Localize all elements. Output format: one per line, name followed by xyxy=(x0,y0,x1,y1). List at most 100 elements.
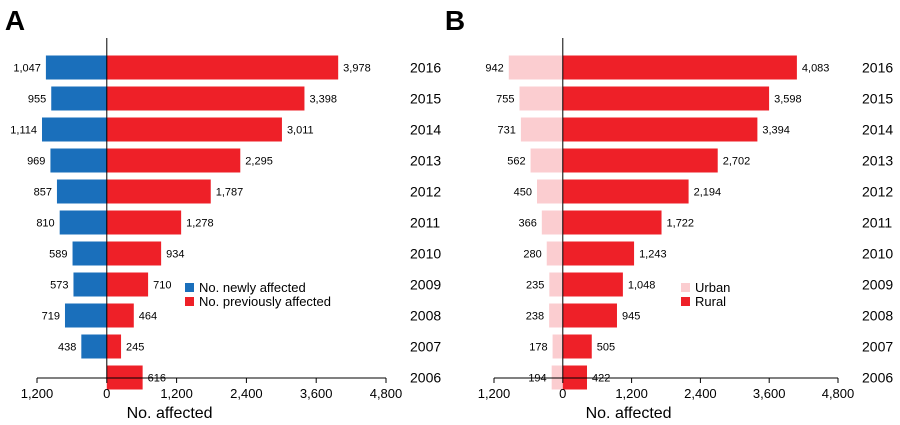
panel-a-x-tick-label-0: 1,200 xyxy=(21,386,54,401)
panel-a-value-right-2012: 1,787 xyxy=(216,187,244,199)
panel-a-legend-label-1: No. previously affected xyxy=(199,294,331,309)
panel-b-bar-right-2007 xyxy=(562,334,592,359)
panel-b-value-left-2014: 731 xyxy=(498,125,516,137)
panel-b-value-left-2015: 755 xyxy=(496,94,514,106)
panel-b-value-right-2008: 945 xyxy=(622,311,640,323)
panel-a-value-left-2015: 955 xyxy=(28,94,46,106)
panel-b-bar-right-2012 xyxy=(562,179,689,204)
panel-a-year-label-2015: 2015 xyxy=(410,91,441,107)
panel-a-value-right-2010: 934 xyxy=(166,249,184,261)
panel-b-bar-right-2009 xyxy=(562,272,623,297)
panel-b-x-tick-label-1: 0 xyxy=(559,386,566,401)
panel-a-legend-swatch-0 xyxy=(185,283,194,292)
panel-a-value-right-2013: 2,295 xyxy=(245,156,273,168)
panel-a-bar-right-2007 xyxy=(106,334,122,359)
panel-b-bar-right-2013 xyxy=(562,148,718,173)
panel-b-value-left-2007: 178 xyxy=(529,342,547,354)
panel-a-value-left-2008: 719 xyxy=(42,311,60,323)
panel-b-bar-left-2007 xyxy=(552,334,563,359)
panel-b-year-label-2014: 2014 xyxy=(862,122,893,138)
panel-a-value-right-2009: 710 xyxy=(153,280,171,292)
panel-a-value-left-2011: 810 xyxy=(36,218,54,230)
panel-a-year-label-2014: 2014 xyxy=(410,122,441,138)
panel-b-bar-right-2008 xyxy=(562,303,617,328)
panel-a-x-axis-title: No. affected xyxy=(127,405,213,422)
panel-b-value-right-2011: 1,722 xyxy=(667,218,695,230)
panel-b-year-label-2016: 2016 xyxy=(862,60,893,76)
panel-b-bar-left-2015 xyxy=(519,86,563,111)
panel-b-legend-swatch-1 xyxy=(681,297,690,306)
panel-a-bar-right-2015 xyxy=(106,86,305,111)
panel-a-value-right-2011: 1,278 xyxy=(186,218,214,230)
panel-b-bar-right-2010 xyxy=(562,241,635,266)
panel-b-year-label-2011: 2011 xyxy=(862,215,892,231)
panel-a-value-right-2015: 3,398 xyxy=(309,94,337,106)
panel-b-legend-label-0: Urban xyxy=(695,280,730,295)
panel-a-bar-left-2010 xyxy=(72,241,107,266)
panel-b-bar-right-2015 xyxy=(562,86,770,111)
panel-a-bar-right-2009 xyxy=(106,272,149,297)
panel-a-x-tick-label-1: 0 xyxy=(103,386,110,401)
panel-a-value-left-2009: 573 xyxy=(50,280,68,292)
panel-a-year-label-2007: 2007 xyxy=(410,339,441,355)
panel-b-bar-left-2012 xyxy=(537,179,563,204)
panel-b-label: B xyxy=(445,5,465,36)
panel-b-x-axis-title: No. affected xyxy=(586,405,672,422)
panel-b-bar-left-2011 xyxy=(541,210,563,235)
panel-a-bar-left-2007 xyxy=(81,334,107,359)
panel-b-value-right-2012: 2,194 xyxy=(694,187,722,199)
panel-a-bar-left-2016 xyxy=(45,55,107,80)
panel-b-x-tick-label-2: 1,200 xyxy=(615,386,648,401)
panel-b-value-left-2009: 235 xyxy=(526,280,544,292)
panel-a-bar-left-2015 xyxy=(51,86,107,111)
panel-a-year-label-2013: 2013 xyxy=(410,153,441,169)
panel-a-bar-left-2011 xyxy=(59,210,107,235)
panel-b-value-left-2013: 562 xyxy=(507,156,525,168)
panel-a-value-left-2013: 969 xyxy=(27,156,45,168)
panel-a-bar-left-2014 xyxy=(42,117,107,142)
panel-a-year-label-2010: 2010 xyxy=(410,246,441,262)
panel-a-value-left-2016: 1,047 xyxy=(13,63,41,75)
panel-a-value-left-2010: 589 xyxy=(49,249,67,261)
panel-b-value-left-2008: 238 xyxy=(526,311,544,323)
panel-b-bar-left-2014 xyxy=(520,117,563,142)
panel-b-value-right-2007: 505 xyxy=(597,342,615,354)
panel-a-value-left-2007: 438 xyxy=(58,342,76,354)
panel-b-year-label-2009: 2009 xyxy=(862,277,893,293)
panel-a-value-left-2012: 857 xyxy=(34,187,52,199)
panel-a-bar-left-2009 xyxy=(73,272,107,297)
panel-a-year-label-2009: 2009 xyxy=(410,277,441,293)
panel-b-bar-left-2008 xyxy=(549,303,563,328)
panel-b-bar-left-2009 xyxy=(549,272,563,297)
panel-a-year-label-2016: 2016 xyxy=(410,60,441,76)
panel-b-x-tick-label-4: 3,600 xyxy=(753,386,786,401)
panel-b-bar-right-2016 xyxy=(562,55,797,80)
panel-b-bar-left-2013 xyxy=(530,148,563,173)
panel-b-value-left-2010: 280 xyxy=(523,249,541,261)
panel-a-bar-right-2008 xyxy=(106,303,134,328)
panel-b-value-left-2012: 450 xyxy=(514,187,532,199)
panel-b-year-label-2013: 2013 xyxy=(862,153,893,169)
panel-b-value-left-2016: 942 xyxy=(485,63,503,75)
panel-a-year-label-2012: 2012 xyxy=(410,184,441,200)
panel-b-year-label-2010: 2010 xyxy=(862,246,893,262)
panel-a-bar-right-2013 xyxy=(106,148,241,173)
panel-a-value-left-2014: 1,114 xyxy=(10,125,37,137)
panel-a-value-right-2008: 464 xyxy=(139,311,157,323)
panel-a-x-tick-label-3: 2,400 xyxy=(230,386,263,401)
panel-a-legend-label-0: No. newly affected xyxy=(199,280,306,295)
panel-b-year-label-2007: 2007 xyxy=(862,339,893,355)
panel-a-x-tick-label-5: 4,800 xyxy=(370,386,403,401)
panel-a-value-right-2014: 3,011 xyxy=(287,125,314,137)
panel-b-bar-left-2016 xyxy=(508,55,563,80)
panel-b-legend-swatch-0 xyxy=(681,283,690,292)
panel-a-bar-right-2011 xyxy=(106,210,182,235)
panel-b-value-right-2009: 1,048 xyxy=(628,280,656,292)
panel-a-bar-right-2010 xyxy=(106,241,162,266)
panel-a-x-tick-label-2: 1,200 xyxy=(160,386,193,401)
panel-a-year-label-2006: 2006 xyxy=(410,370,441,386)
panel-a-label: A xyxy=(5,5,25,36)
panel-b-year-label-2012: 2012 xyxy=(862,184,893,200)
panel-a-value-right-2007: 245 xyxy=(126,342,144,354)
